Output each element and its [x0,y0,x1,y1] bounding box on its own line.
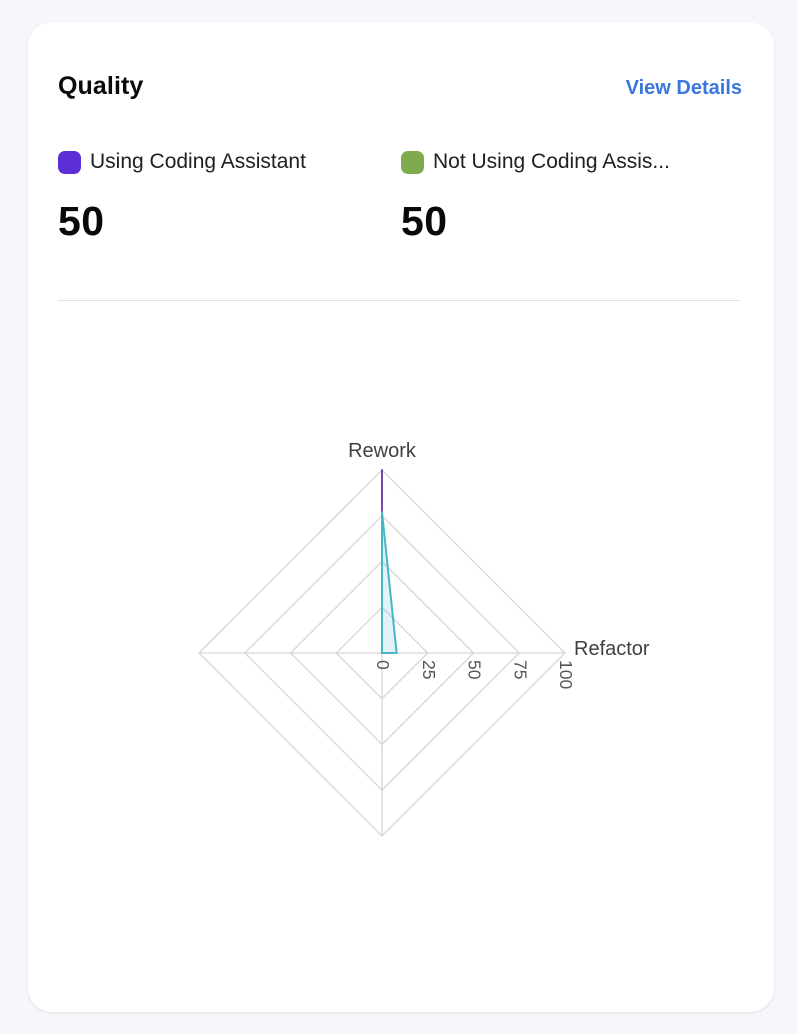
legend-item-not-using-assistant[interactable]: Not Using Coding Assis... 50 [401,150,744,245]
series-swatch-not-using-assistant [401,150,424,174]
series-polygon [381,511,398,654]
radial-tick-label: 0 [373,660,393,670]
legend-label: Not Using Coding Assis... [433,150,670,173]
quality-card: Quality View Details Using Coding Assist… [28,22,774,1012]
legend: Using Coding Assistant 50 Not Using Codi… [58,150,744,245]
summary-value-using-assistant: 50 [58,198,105,244]
radial-tick-label: 75 [510,660,530,679]
series-swatch-using-assistant [58,150,81,174]
card-header: Quality View Details [58,72,742,101]
legend-label: Using Coding Assistant [90,150,306,173]
summary-value-not-using-assistant: 50 [401,198,448,244]
radar-chart-area: 0 25 50 75 100 Rework Refactor [28,420,774,900]
legend-item-using-assistant[interactable]: Using Coding Assistant 50 [58,150,401,245]
axis-label: Refactor [574,638,650,660]
axis-label: Rework [348,440,417,462]
radar-chart[interactable]: 0 25 50 75 100 Rework Refactor [28,420,774,900]
radial-tick-label: 100 [556,660,576,689]
page-title: Quality [58,72,144,100]
view-details-link[interactable]: View Details [625,77,742,99]
radial-tick-label: 50 [465,660,485,680]
radial-tick-label: 25 [419,660,439,679]
divider [58,300,740,301]
